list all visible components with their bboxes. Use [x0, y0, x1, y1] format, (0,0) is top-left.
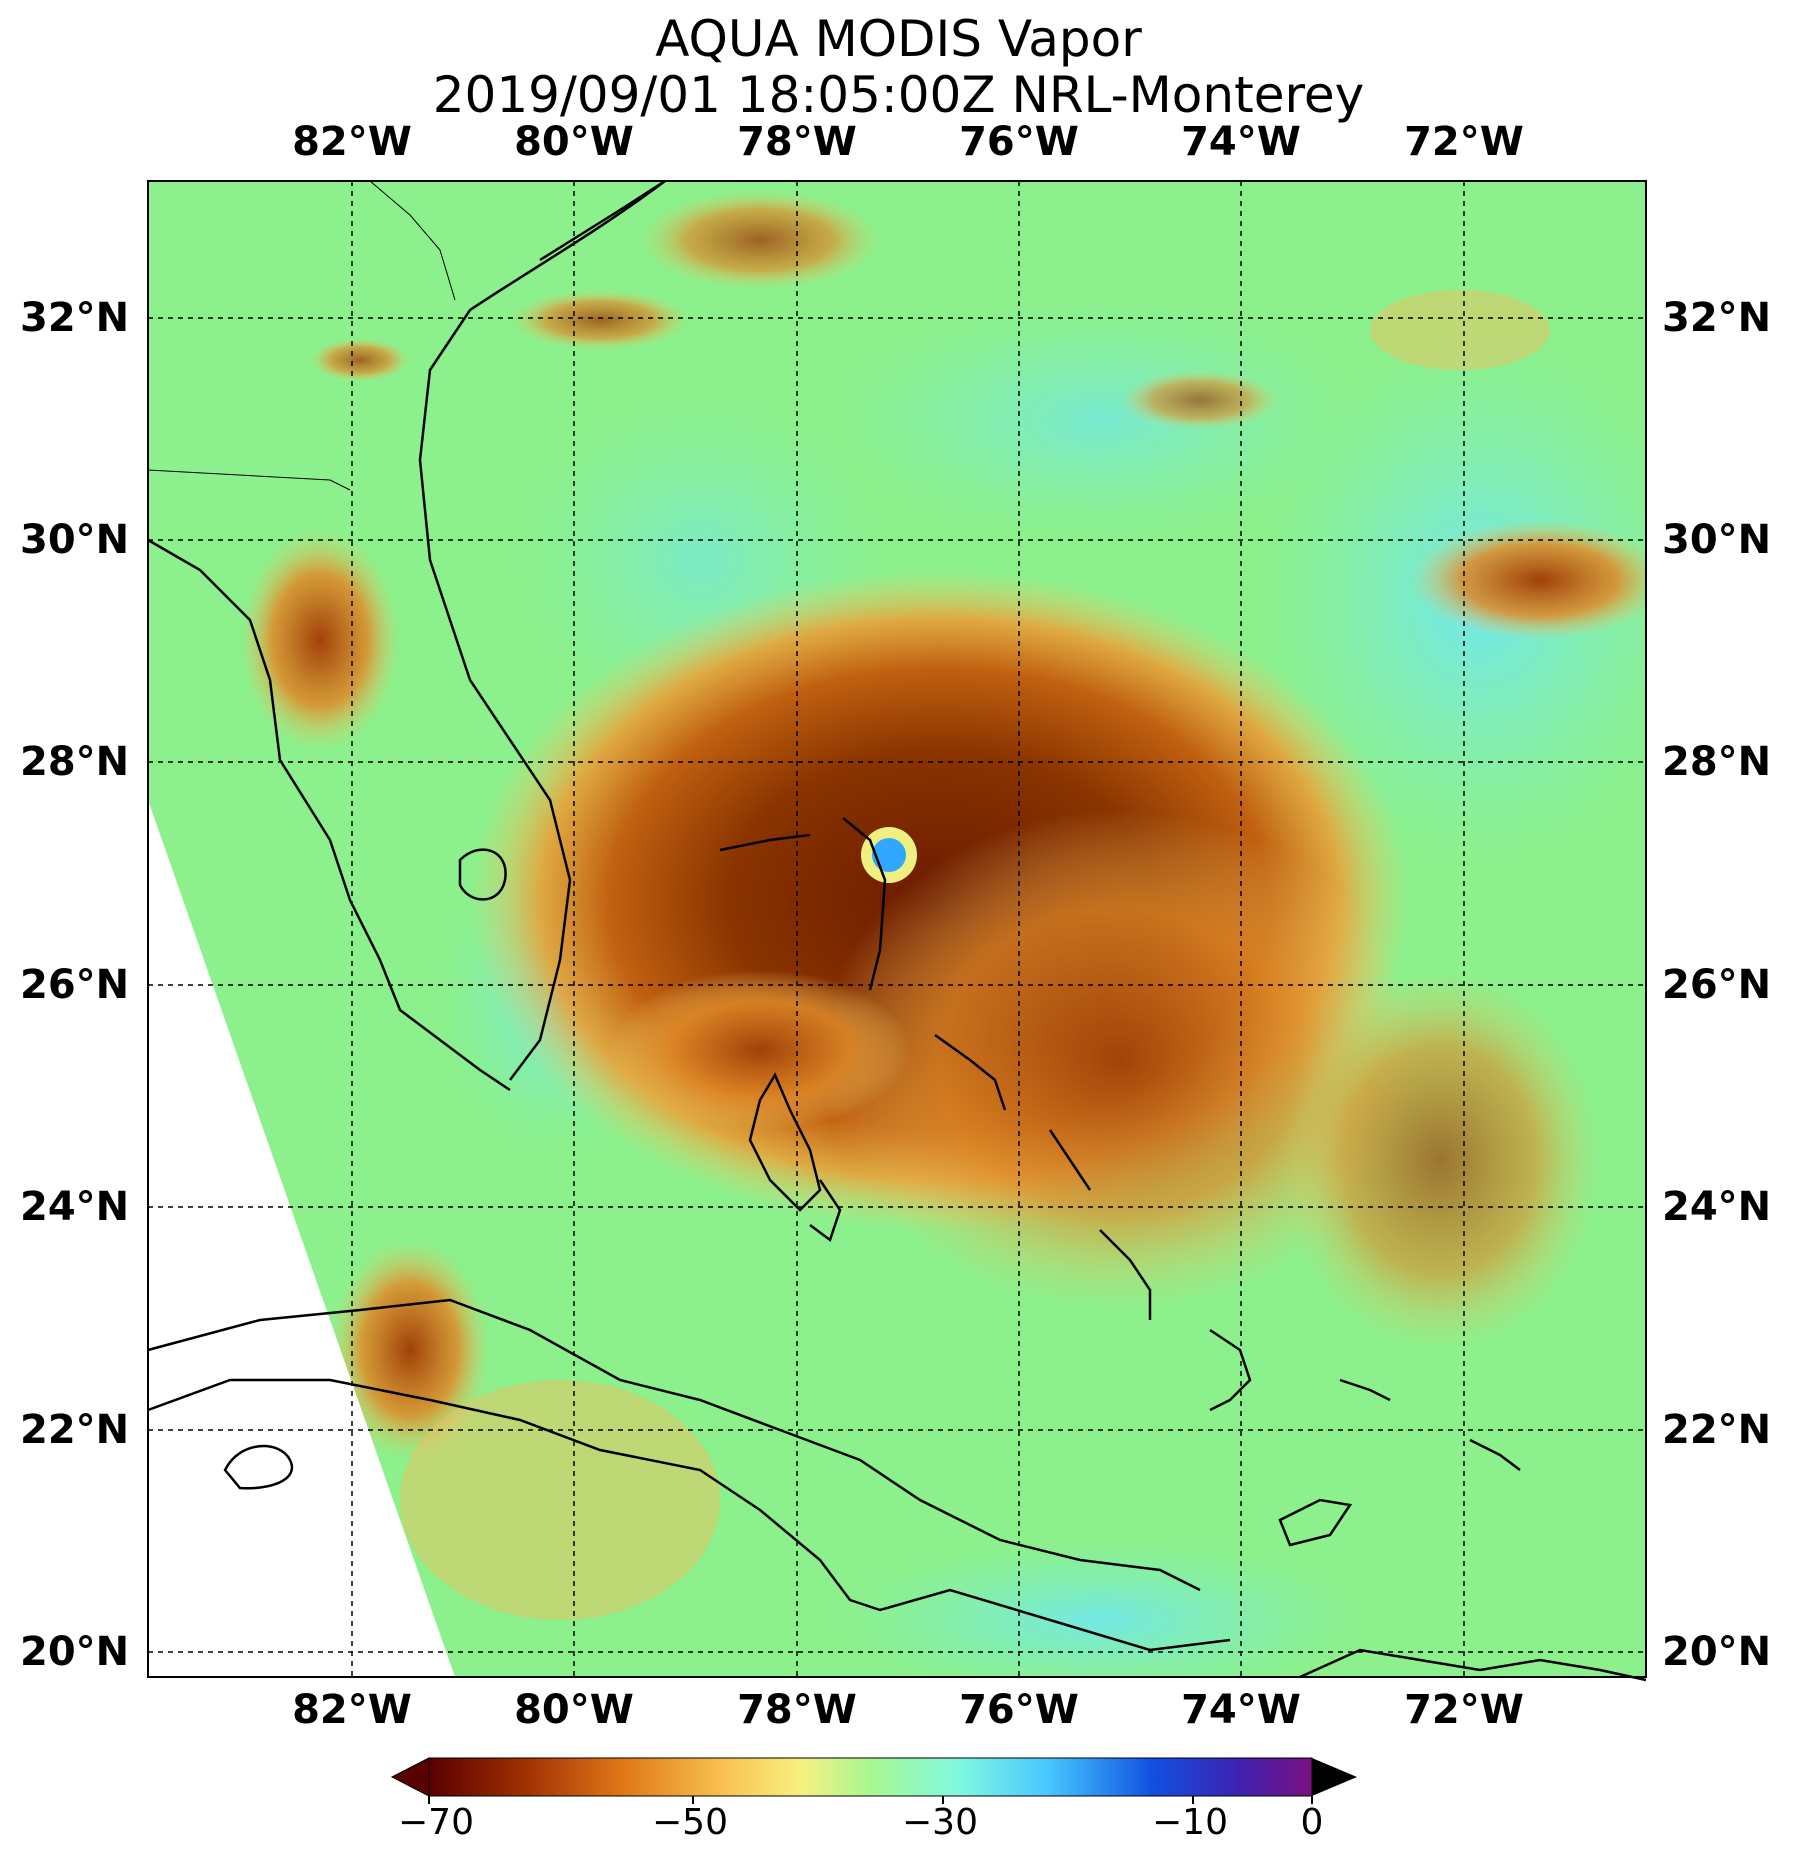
lon-label-bottom-76w: 76°W: [959, 1687, 1079, 1733]
lat-label-right-24n: 24°N: [1662, 1184, 1772, 1230]
lat-label-left-28n: 28°N: [20, 739, 130, 785]
lat-label-left-24n: 24°N: [20, 1184, 130, 1230]
lat-label-right-20n: 20°N: [1662, 1629, 1772, 1675]
lon-label-bottom-80w: 80°W: [514, 1687, 634, 1733]
map-frame: [147, 180, 1647, 1678]
lat-label-right-22n: 22°N: [1662, 1407, 1772, 1453]
colorbar-ticks: [428, 1796, 1313, 1804]
lat-label-right-26n: 26°N: [1662, 962, 1772, 1008]
vapor-field: [148, 181, 1646, 1677]
colorbar: [390, 1757, 1357, 1804]
state-borders: [147, 180, 456, 491]
lon-label-top-78w: 78°W: [737, 119, 857, 165]
colorbar-high-extension: [1312, 1758, 1357, 1796]
lon-label-top-80w: 80°W: [514, 119, 634, 165]
lon-label-top-74w: 74°W: [1181, 119, 1301, 165]
lat-label-left-22n: 22°N: [20, 1407, 130, 1453]
colorbar-tick-label: −10: [1152, 1802, 1228, 1843]
lon-label-bottom-82w: 82°W: [292, 1687, 412, 1733]
lon-label-top-76w: 76°W: [959, 119, 1079, 165]
image-title-line2: 2019/09/01 18:05:00Z NRL-Monterey: [432, 66, 1365, 124]
lat-label-right-30n: 30°N: [1662, 517, 1772, 563]
lon-label-bottom-72w: 72°W: [1404, 1687, 1524, 1733]
lon-label-top-72w: 72°W: [1404, 119, 1524, 165]
colorbar-low-extension: [390, 1757, 430, 1797]
colorbar-tick-label: −70: [398, 1802, 474, 1843]
colorbar-gradient: [428, 1757, 1313, 1797]
colorbar-tick-label: −50: [652, 1802, 728, 1843]
lon-label-top-82w: 82°W: [292, 119, 412, 165]
lat-label-left-20n: 20°N: [20, 1629, 130, 1675]
lat-label-left-32n: 32°N: [20, 295, 130, 341]
coastlines: [147, 179, 1647, 1682]
lat-label-right-32n: 32°N: [1662, 295, 1772, 341]
colorbar-tick-label: −30: [902, 1802, 978, 1843]
image-title-line1: AQUA MODIS Vapor: [655, 10, 1142, 68]
lat-label-left-26n: 26°N: [20, 962, 130, 1008]
lon-label-bottom-78w: 78°W: [737, 1687, 857, 1733]
colorbar-tick-label: 0: [1300, 1802, 1324, 1843]
lat-label-left-30n: 30°N: [20, 517, 130, 563]
lat-label-right-28n: 28°N: [1662, 739, 1772, 785]
lon-label-bottom-74w: 74°W: [1181, 1687, 1301, 1733]
